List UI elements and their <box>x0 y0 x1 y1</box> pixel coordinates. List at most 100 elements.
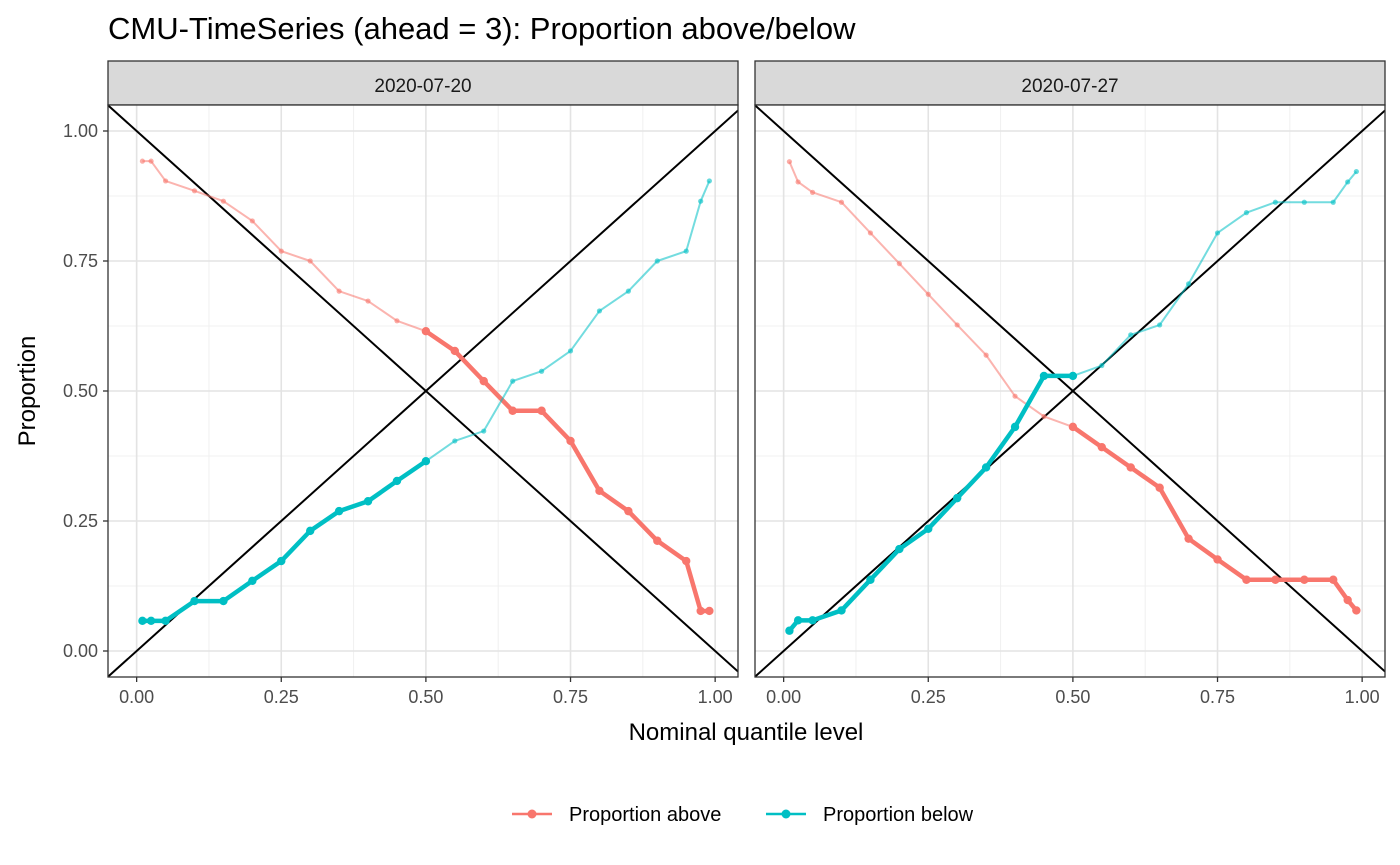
point-above <box>1242 575 1251 584</box>
point-below <box>1272 199 1278 205</box>
facet-strip-label: 2020-07-20 <box>374 76 471 97</box>
reference-line-y-equals-1-minus-x <box>108 105 738 673</box>
point-above <box>595 486 604 496</box>
point-below <box>625 288 631 294</box>
y-tick-label: 1.00 <box>63 121 98 141</box>
point-above <box>896 261 902 267</box>
facet-panels: 2020-07-20 0.00 0.25 0.50 0.75 1.00 0.00 0.25 0.… <box>63 60 1386 707</box>
point-below <box>161 616 170 626</box>
facet-strip-label: 2020-07-27 <box>1021 76 1118 97</box>
point-below <box>305 526 315 536</box>
point-below <box>1157 322 1163 328</box>
point-below <box>334 506 344 516</box>
panel-border <box>754 104 1386 678</box>
x-tick-label: 0.00 <box>119 687 154 707</box>
point-below <box>654 258 660 264</box>
point-above <box>682 556 691 566</box>
point-below <box>219 596 228 606</box>
chart-title: CMU-TimeSeries (ahead = 3): Proportion a… <box>108 11 856 46</box>
legend-key-point <box>781 809 791 819</box>
point-above <box>508 406 517 415</box>
y-axis-title: Proportion <box>14 336 41 447</box>
point-below <box>1301 199 1307 205</box>
point-below <box>1039 371 1049 381</box>
point-above <box>1343 595 1352 605</box>
point-above <box>1184 534 1193 543</box>
point-below <box>1345 179 1351 185</box>
point-below <box>510 378 516 384</box>
point-below <box>895 544 904 554</box>
point-below <box>1128 332 1134 338</box>
point-above <box>537 406 546 415</box>
point-above <box>983 352 989 358</box>
point-above <box>809 189 816 195</box>
point-below <box>837 606 846 615</box>
point-above <box>925 291 931 297</box>
point-below <box>1330 199 1336 205</box>
point-above <box>336 288 342 294</box>
y-tick-label: 0.25 <box>63 511 98 531</box>
x-tick-label: 0.75 <box>1200 687 1235 707</box>
point-below <box>596 308 603 314</box>
point-below <box>1068 371 1078 381</box>
point-below <box>277 556 286 566</box>
point-below <box>981 463 991 472</box>
x-tick-label: 1.00 <box>698 687 733 707</box>
point-below <box>538 368 545 374</box>
legend-item-1: Proportion above <box>512 804 721 826</box>
point-above <box>786 159 793 165</box>
x-tick-label: 1.00 <box>1345 687 1380 707</box>
point-above <box>653 536 662 545</box>
point-below <box>1353 168 1359 175</box>
data-layer <box>108 105 738 677</box>
point-below <box>1243 210 1250 216</box>
point-below <box>866 575 875 584</box>
reference-line-y-equals-1-minus-x <box>755 105 1385 673</box>
point-above <box>954 322 960 328</box>
x-tick-label: 0.50 <box>408 687 443 707</box>
point-above <box>1329 575 1338 584</box>
point-above <box>191 188 198 194</box>
point-below <box>1099 362 1105 369</box>
x-tick-label: 0.50 <box>1055 687 1090 707</box>
point-above <box>1126 463 1135 472</box>
point-above <box>1012 393 1018 399</box>
point-below <box>706 178 712 184</box>
point-below <box>952 493 962 503</box>
point-below <box>785 626 794 635</box>
legend-label: Proportion above <box>569 804 721 826</box>
point-below <box>793 616 803 625</box>
point-above <box>394 318 400 324</box>
point-below <box>452 438 458 444</box>
point-above <box>867 230 874 236</box>
point-below <box>138 616 147 626</box>
point-below <box>1214 230 1221 236</box>
point-below <box>481 428 487 434</box>
point-above <box>566 436 575 446</box>
point-above <box>1213 555 1222 564</box>
point-above <box>1352 606 1361 615</box>
legend-label: Proportion below <box>823 804 974 826</box>
point-below <box>421 457 431 466</box>
facet-panel-2: 2020-07-27 0.00 0.25 0.50 0.75 1.00 <box>754 60 1386 707</box>
point-above <box>162 178 169 184</box>
point-above <box>1271 575 1280 584</box>
y-tick-label: 0.50 <box>63 381 98 401</box>
y-tick-label: 0.00 <box>63 641 98 661</box>
point-above <box>838 199 845 205</box>
point-above <box>624 506 633 516</box>
point-above <box>1300 575 1309 584</box>
point-above <box>795 179 801 185</box>
point-above <box>139 158 146 164</box>
point-above <box>148 158 154 164</box>
point-below <box>190 596 199 606</box>
point-below <box>363 497 373 506</box>
point-below <box>248 576 257 585</box>
x-tick-label: 0.00 <box>766 687 801 707</box>
legend-item-2: Proportion below <box>766 804 974 826</box>
point-above <box>450 346 460 356</box>
point-above <box>1041 413 1047 420</box>
legend-key-point <box>527 809 537 819</box>
point-above <box>1155 483 1164 492</box>
